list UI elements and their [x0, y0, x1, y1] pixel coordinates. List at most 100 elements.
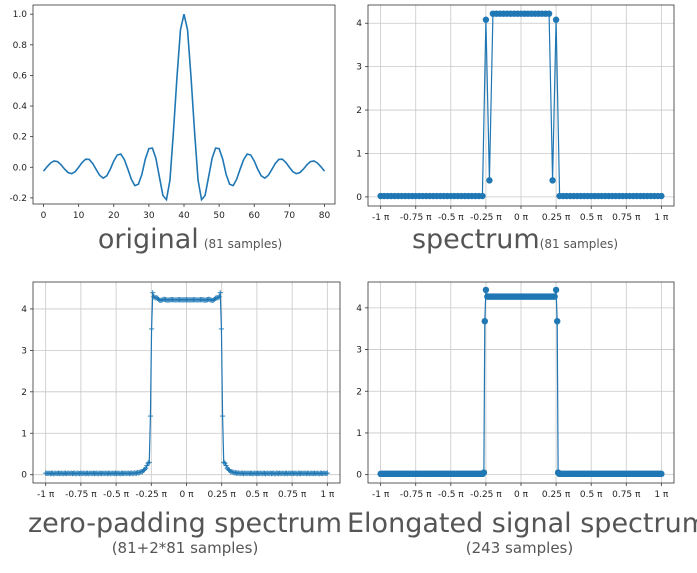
spectrum-ytick-label-3: 3: [356, 63, 362, 73]
zero-padding-point-91: [148, 326, 155, 332]
zero-padding-point-97: [155, 296, 162, 302]
zero-padding-point-151: [218, 326, 225, 332]
elongated-xtick-label-1: -0.75 π: [400, 490, 432, 500]
original-ytick-label-1: 0.0: [13, 163, 28, 173]
zero-padding-point-149: [216, 294, 222, 300]
caption-spectrum-title: spectrum: [411, 224, 540, 255]
zero-padding-point-90: [147, 413, 154, 419]
elongated-ytick-label-3: 3: [356, 346, 362, 356]
spectrum-point-31: [486, 177, 493, 184]
caption-original-title: original: [97, 224, 199, 255]
spectrum-xtick-label-1: -0.75 π: [400, 213, 432, 223]
elongated-point-89: [480, 469, 488, 476]
elongated-point-242: [658, 470, 665, 478]
original-xtick-label-0: 0: [41, 211, 47, 221]
zero-padding-point-89: [146, 459, 152, 465]
spectrum-ytick-label-1: 1: [356, 149, 362, 159]
zero-padding-point-242: [324, 470, 330, 476]
caption-zero-padding-title: zero-padding spectrum: [27, 508, 343, 539]
elongated-xtick-label-3: -0.25 π: [470, 490, 502, 500]
zero-padding-ytick-label-3: 3: [21, 346, 27, 356]
caption-elongated: Elongated signal spectrum (243 samples): [347, 508, 697, 557]
zero-padding-point-154: [222, 460, 228, 466]
elongated-ytick-label-4: 4: [356, 304, 362, 314]
elongated-ytick-label-2: 2: [356, 387, 362, 397]
caption-zero-padding-note: (81+2*81 samples): [111, 539, 259, 557]
spectrum-xtick-label-6: 0.5 π: [580, 213, 603, 223]
zero-padding-point-157: [225, 466, 231, 473]
zero-padding-ytick-label-2: 2: [21, 388, 27, 398]
original-series-line: [42, 14, 326, 202]
zero-padding-xtick-label-2: -0.5 π: [103, 490, 129, 500]
elongated-point-152: [554, 317, 561, 325]
elongated-xtick-label-7: 0.75 π: [612, 490, 641, 500]
caption-spectrum: spectrum(81 samples): [365, 224, 665, 255]
zero-padding-point-155: [223, 462, 229, 469]
spectrum-ytick-label-0: 0: [356, 193, 362, 203]
caption-original: original (81 samples): [40, 224, 340, 255]
caption-original-note: (81 samples): [203, 237, 283, 251]
original-xtick-label-2: 20: [108, 211, 120, 221]
zero-padding-xtick-label-5: 0.25 π: [208, 490, 237, 500]
zero-padding-xtick-label-6: 0.5 π: [246, 490, 269, 500]
zero-padding-point-80: [136, 470, 142, 476]
elongated-xtick-label-5: 0.25 π: [542, 490, 571, 500]
caption-zero-padding: zero-padding spectrum (81+2*81 samples): [15, 508, 355, 557]
elongated-ytick-label-1: 1: [356, 429, 362, 439]
caption-spectrum-note: (81 samples): [539, 237, 619, 251]
original-xtick-label-3: 30: [143, 211, 155, 221]
zero-padding-point-152: [219, 413, 226, 419]
original-ytick-label-5: 0.8: [13, 41, 28, 51]
zero-padding-point-92: [150, 290, 156, 296]
zero-padding-point-148: [215, 295, 221, 301]
elongated-xtick-label-0: -1 π: [372, 490, 390, 500]
zero-padding-point-86: [143, 465, 149, 471]
elongated-point-150: [551, 293, 558, 300]
zero-padding-point-141: [207, 296, 213, 303]
original-frame: [32, 4, 336, 205]
zero-padding-ytick-label-0: 0: [21, 471, 27, 481]
original-xtick-label-4: 40: [178, 211, 190, 221]
spectrum-point-48: [545, 10, 553, 17]
elongated-point-90: [481, 317, 488, 325]
zero-padding-xtick-label-0: -1 π: [37, 490, 55, 500]
original-ytick-label-2: 0.2: [13, 133, 27, 143]
spectrum-xtick-label-4: 0 π: [514, 213, 529, 223]
zero-padding-point-93: [151, 294, 157, 300]
spectrum-ytick-label-4: 4: [356, 19, 362, 29]
elongated-xtick-label-6: 0.5 π: [580, 490, 603, 500]
zero-padding-point-85: [142, 466, 148, 473]
zero-padding-point-150: [217, 290, 223, 296]
spectrum-xtick-label-3: -0.25 π: [470, 213, 502, 223]
elongated-xtick-label-2: -0.5 π: [438, 490, 464, 500]
zero-padding-xtick-label-7: 0.75 π: [278, 490, 307, 500]
caption-elongated-title: Elongated signal spectrum: [347, 508, 697, 539]
spectrum-point-30: [482, 16, 490, 23]
spectrum-point-29: [479, 192, 486, 200]
elongated-xtick-label-8: 1 π: [654, 490, 669, 500]
zero-padding-xtick-label-3: -0.25 π: [136, 490, 168, 500]
spectrum-xtick-label-0: -1 π: [372, 213, 390, 223]
spectrum-point-50: [552, 16, 560, 23]
original-xtick-label-6: 60: [249, 211, 261, 221]
zero-padding-point-87: [144, 462, 150, 469]
spectrum-xtick-label-2: -0.5 π: [438, 213, 464, 223]
spectrum-xtick-label-5: 0.25 π: [542, 213, 571, 223]
elongated-point-91: [482, 286, 490, 294]
original-xtick-label-8: 80: [319, 211, 331, 221]
zero-padding-xtick-label-4: 0 π: [179, 490, 194, 500]
spectrum-point-49: [549, 177, 556, 184]
spectrum-point-80: [658, 192, 665, 200]
zero-padding-point-88: [145, 460, 151, 466]
original-ytick-label-0: -0.2: [9, 194, 27, 204]
zero-padding-ytick-label-4: 4: [21, 305, 27, 315]
zero-padding-point-146: [212, 295, 219, 301]
zero-padding-ytick-label-1: 1: [21, 429, 27, 439]
original-xtick-label-7: 70: [284, 211, 296, 221]
original-xtick-label-5: 50: [213, 211, 225, 221]
spectrum-ytick-label-2: 2: [356, 106, 362, 116]
zero-padding-xtick-label-1: -0.75 π: [65, 490, 97, 500]
original-ytick-label-6: 1.0: [13, 10, 28, 20]
zero-padding-point-153: [221, 459, 227, 465]
